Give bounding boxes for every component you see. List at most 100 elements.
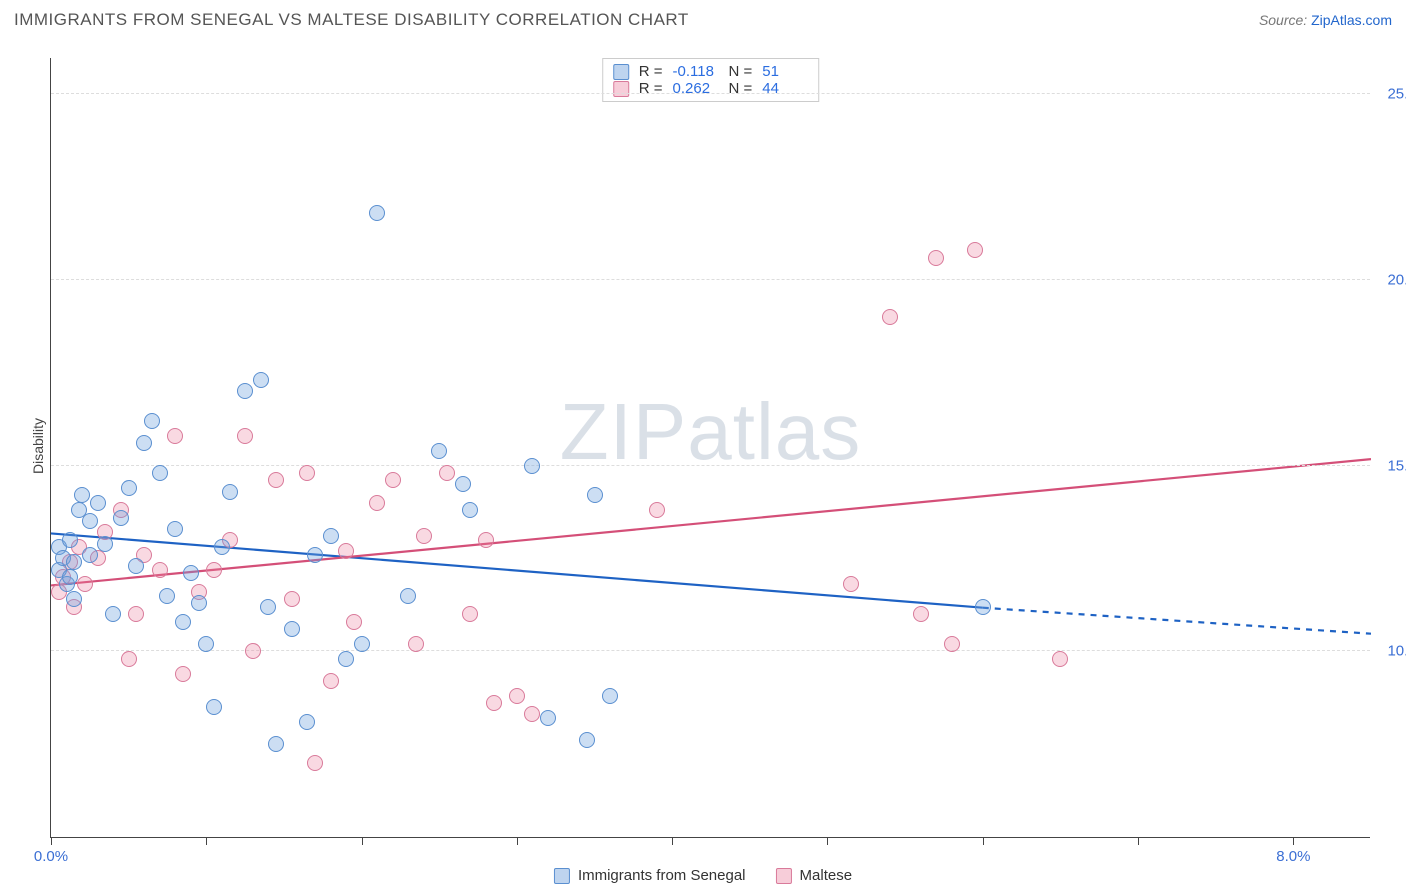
scatter-point-senegal [579,732,595,748]
scatter-point-maltese [167,428,183,444]
scatter-point-maltese [385,472,401,488]
scatter-point-senegal [198,636,214,652]
x-tick [206,837,207,845]
scatter-point-senegal [121,480,137,496]
scatter-point-maltese [152,562,168,578]
scatter-point-maltese [524,706,540,722]
scatter-point-senegal [237,383,253,399]
stats-row-senegal: R = -0.118 N = 51 [613,63,809,80]
scatter-point-senegal [524,458,540,474]
swatch-senegal-icon [554,868,570,884]
gridline-h [51,93,1370,94]
gridline-h [51,279,1370,280]
scatter-point-maltese [245,643,261,659]
chart-title: IMMIGRANTS FROM SENEGAL VS MALTESE DISAB… [14,10,689,29]
r-value-maltese: 0.262 [673,80,719,97]
scatter-point-senegal [206,699,222,715]
scatter-point-senegal [602,688,618,704]
scatter-point-maltese [128,606,144,622]
scatter-point-maltese [843,576,859,592]
scatter-point-maltese [338,543,354,559]
y-tick-label: 25.0% [1375,86,1406,103]
x-tick [672,837,673,845]
y-tick-label: 15.0% [1375,457,1406,474]
n-value-senegal: 51 [762,63,808,80]
scatter-point-senegal [975,599,991,615]
scatter-point-maltese [439,465,455,481]
gridline-h [51,465,1370,466]
scatter-point-maltese [928,250,944,266]
scatter-point-senegal [462,502,478,518]
scatter-point-senegal [62,569,78,585]
scatter-point-maltese [478,532,494,548]
scatter-point-maltese [121,651,137,667]
scatter-point-senegal [159,588,175,604]
scatter-point-senegal [167,521,183,537]
scatter-point-senegal [66,554,82,570]
series-legend: Immigrants from Senegal Maltese [554,867,852,884]
scatter-point-senegal [152,465,168,481]
scatter-point-senegal [268,736,284,752]
correlation-stats-legend: R = -0.118 N = 51 R = 0.262 N = 44 [602,58,820,102]
scatter-point-maltese [369,495,385,511]
scatter-point-senegal [82,513,98,529]
scatter-point-maltese [416,528,432,544]
x-tick [1293,837,1294,845]
scatter-point-senegal [136,435,152,451]
scatter-point-maltese [944,636,960,652]
scatter-point-senegal [82,547,98,563]
scatter-point-senegal [400,588,416,604]
scatter-point-maltese [237,428,253,444]
chart-header: IMMIGRANTS FROM SENEGAL VS MALTESE DISAB… [14,10,1392,40]
legend-item-maltese: Maltese [776,867,853,884]
scatter-point-maltese [882,309,898,325]
scatter-point-senegal [323,528,339,544]
scatter-point-senegal [431,443,447,459]
scatter-point-senegal [260,599,276,615]
scatter-point-maltese [967,242,983,258]
scatter-point-maltese [913,606,929,622]
legend-item-senegal: Immigrants from Senegal [554,867,746,884]
scatter-point-maltese [323,673,339,689]
scatter-point-senegal [74,487,90,503]
source-label: Source: [1259,12,1307,28]
scatter-point-senegal [90,495,106,511]
scatter-point-senegal [113,510,129,526]
scatter-point-senegal [191,595,207,611]
scatter-point-senegal [307,547,323,563]
scatter-point-senegal [253,372,269,388]
source-link[interactable]: ZipAtlas.com [1311,12,1392,28]
scatter-point-maltese [408,636,424,652]
stats-row-maltese: R = 0.262 N = 44 [613,80,809,97]
scatter-point-maltese [307,755,323,771]
scatter-point-senegal [66,591,82,607]
y-axis-label: Disability [30,418,46,474]
scatter-point-senegal [128,558,144,574]
x-tick [1138,837,1139,845]
scatter-point-senegal [587,487,603,503]
scatter-point-senegal [299,714,315,730]
x-tick-label: 0.0% [34,848,68,865]
trend-lines-svg [51,58,1371,838]
scatter-point-maltese [77,576,93,592]
scatter-point-maltese [284,591,300,607]
y-tick-label: 10.0% [1375,643,1406,660]
scatter-point-senegal [62,532,78,548]
scatter-point-maltese [1052,651,1068,667]
x-tick [827,837,828,845]
swatch-maltese-icon [776,868,792,884]
scatter-point-senegal [222,484,238,500]
scatter-point-maltese [649,502,665,518]
x-tick [983,837,984,845]
x-tick [51,837,52,845]
scatter-point-senegal [175,614,191,630]
scatter-point-senegal [369,205,385,221]
scatter-point-senegal [214,539,230,555]
x-tick [517,837,518,845]
n-value-maltese: 44 [762,80,808,97]
swatch-senegal-icon [613,64,629,80]
x-tick-label: 8.0% [1276,848,1310,865]
scatter-point-maltese [206,562,222,578]
x-tick [362,837,363,845]
scatter-plot-area: ZIPatlas R = -0.118 N = 51 R = 0.262 N =… [50,58,1370,838]
